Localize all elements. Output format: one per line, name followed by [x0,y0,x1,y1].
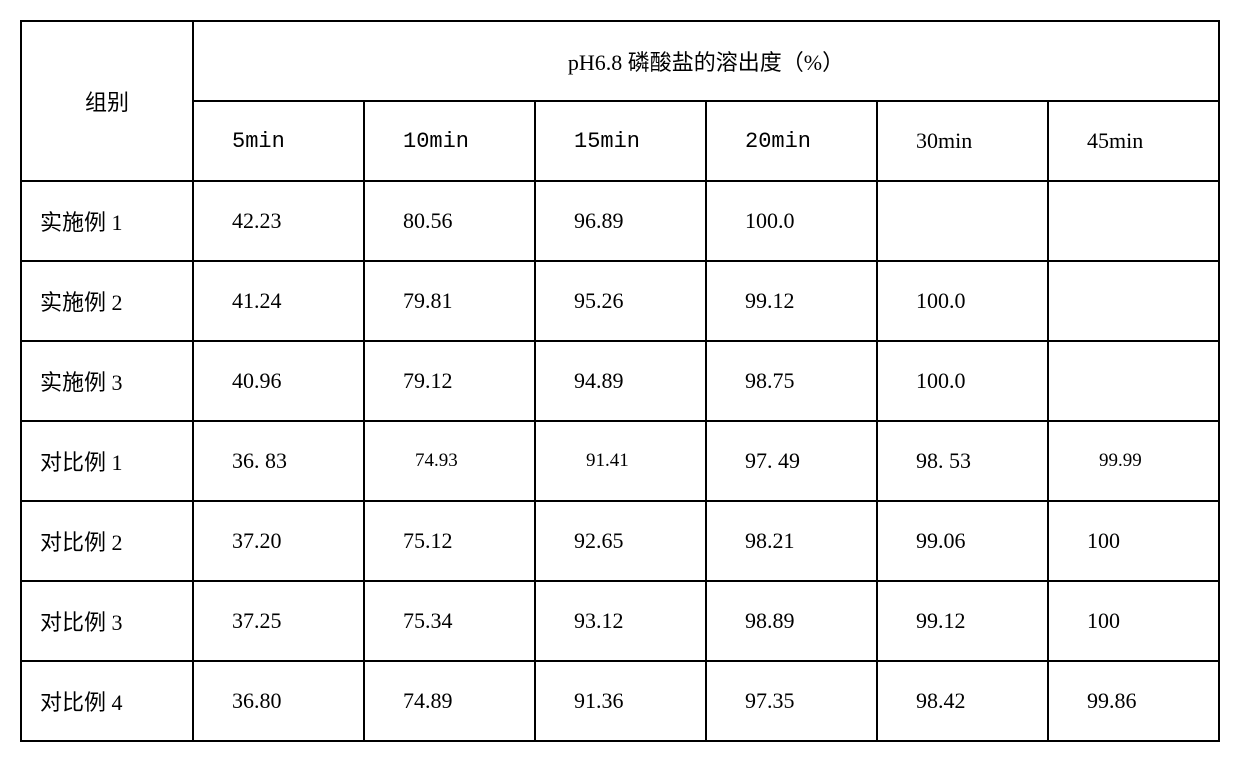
cell-value: 99.06 [877,501,1048,581]
cell-value: 98.89 [706,581,877,661]
row-label: 对比例 3 [21,581,193,661]
header-row-2: 5min 10min 15min 20min 30min 45min [21,101,1219,181]
dissolution-table: 组别 pH6.8 磷酸盐的溶出度（%） 5min 10min 15min 20m… [20,20,1220,742]
table-row: 实施例 3 40.96 79.12 94.89 98.75 100.0 [21,341,1219,421]
cell-value: 42.23 [193,181,364,261]
cell-value: 99.99 [1048,421,1219,501]
cell-value: 95.26 [535,261,706,341]
cell-value [1048,181,1219,261]
time-header-20min: 20min [706,101,877,181]
table-row: 实施例 2 41.24 79.81 95.26 99.12 100.0 [21,261,1219,341]
cell-value: 36.80 [193,661,364,741]
cell-value: 37.20 [193,501,364,581]
cell-value: 99.86 [1048,661,1219,741]
cell-value: 91.36 [535,661,706,741]
cell-value: 96.89 [535,181,706,261]
header-row-1: 组别 pH6.8 磷酸盐的溶出度（%） [21,21,1219,101]
cell-value: 75.34 [364,581,535,661]
cell-value: 91.41 [535,421,706,501]
cell-value: 80.56 [364,181,535,261]
time-header-10min: 10min [364,101,535,181]
cell-value: 74.89 [364,661,535,741]
row-label: 实施例 1 [21,181,193,261]
cell-value: 98.42 [877,661,1048,741]
group-header: 组别 [21,21,193,181]
row-label: 对比例 4 [21,661,193,741]
cell-value: 41.24 [193,261,364,341]
cell-value: 98.21 [706,501,877,581]
cell-value: 74.93 [364,421,535,501]
cell-value: 97. 49 [706,421,877,501]
row-label: 对比例 2 [21,501,193,581]
cell-value: 100.0 [877,341,1048,421]
table-row: 实施例 1 42.23 80.56 96.89 100.0 [21,181,1219,261]
cell-value: 93.12 [535,581,706,661]
table-title: pH6.8 磷酸盐的溶出度（%） [193,21,1219,101]
time-header-30min: 30min [877,101,1048,181]
cell-value: 100.0 [706,181,877,261]
row-label: 实施例 2 [21,261,193,341]
time-header-15min: 15min [535,101,706,181]
cell-value [877,181,1048,261]
cell-value: 75.12 [364,501,535,581]
table-row: 对比例 2 37.20 75.12 92.65 98.21 99.06 100 [21,501,1219,581]
cell-value: 40.96 [193,341,364,421]
time-header-45min: 45min [1048,101,1219,181]
cell-value: 37.25 [193,581,364,661]
cell-value: 100 [1048,581,1219,661]
cell-value: 98. 53 [877,421,1048,501]
table-row: 对比例 4 36.80 74.89 91.36 97.35 98.42 99.8… [21,661,1219,741]
cell-value: 100 [1048,501,1219,581]
cell-value: 99.12 [877,581,1048,661]
cell-value: 98.75 [706,341,877,421]
cell-value: 79.12 [364,341,535,421]
row-label: 实施例 3 [21,341,193,421]
cell-value: 79.81 [364,261,535,341]
dissolution-table-container: 组别 pH6.8 磷酸盐的溶出度（%） 5min 10min 15min 20m… [20,20,1220,742]
cell-value: 100.0 [877,261,1048,341]
cell-value: 36. 83 [193,421,364,501]
row-label: 对比例 1 [21,421,193,501]
cell-value [1048,341,1219,421]
cell-value: 92.65 [535,501,706,581]
time-header-5min: 5min [193,101,364,181]
table-row: 对比例 3 37.25 75.34 93.12 98.89 99.12 100 [21,581,1219,661]
cell-value: 97.35 [706,661,877,741]
cell-value: 94.89 [535,341,706,421]
cell-value [1048,261,1219,341]
table-row: 对比例 1 36. 83 74.93 91.41 97. 49 98. 53 9… [21,421,1219,501]
cell-value: 99.12 [706,261,877,341]
